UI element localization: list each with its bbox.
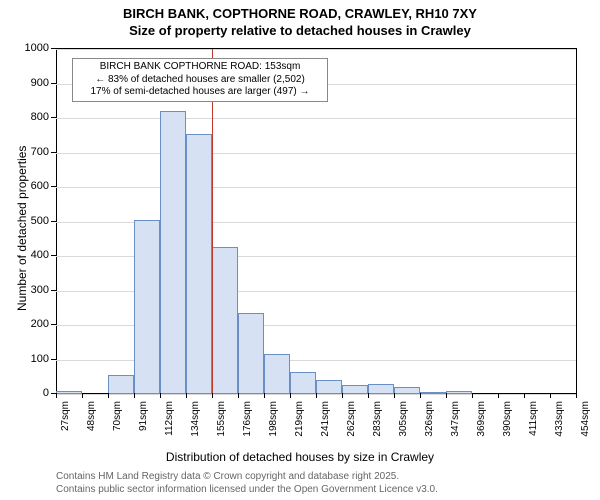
ytick-label: 600 bbox=[21, 180, 49, 192]
xtick-mark bbox=[316, 393, 317, 398]
xtick-mark bbox=[472, 393, 473, 398]
ytick-label: 300 bbox=[21, 284, 49, 296]
xtick-mark bbox=[342, 393, 343, 398]
xtick-label: 390sqm bbox=[502, 401, 513, 437]
ytick-mark bbox=[51, 152, 56, 153]
histogram-bar bbox=[368, 384, 394, 394]
xtick-mark bbox=[238, 393, 239, 398]
xtick-label: 219sqm bbox=[294, 401, 305, 437]
ytick-label: 1000 bbox=[21, 42, 49, 54]
histogram-bar bbox=[108, 375, 134, 394]
xtick-label: 27sqm bbox=[60, 401, 71, 431]
annotation-box: BIRCH BANK COPTHORNE ROAD: 153sqm← 83% o… bbox=[72, 58, 328, 102]
chart-title-line1: BIRCH BANK, COPTHORNE ROAD, CRAWLEY, RH1… bbox=[0, 6, 600, 21]
xtick-label: 347sqm bbox=[450, 401, 461, 437]
ytick-mark bbox=[51, 221, 56, 222]
xtick-label: 305sqm bbox=[398, 401, 409, 437]
xtick-mark bbox=[160, 393, 161, 398]
histogram-bar bbox=[212, 247, 238, 394]
ytick-mark bbox=[51, 290, 56, 291]
xtick-mark bbox=[576, 393, 577, 398]
xtick-label: 411sqm bbox=[528, 401, 539, 436]
histogram-bar bbox=[446, 391, 472, 394]
ytick-mark bbox=[51, 359, 56, 360]
xtick-mark bbox=[264, 393, 265, 398]
histogram-bar bbox=[238, 313, 264, 394]
histogram-bar bbox=[394, 387, 420, 394]
annotation-line: 17% of semi-detached houses are larger (… bbox=[77, 86, 323, 99]
xtick-label: 155sqm bbox=[216, 401, 227, 437]
annotation-line: BIRCH BANK COPTHORNE ROAD: 153sqm bbox=[77, 61, 323, 74]
histogram-bar bbox=[264, 354, 290, 394]
x-axis-label: Distribution of detached houses by size … bbox=[0, 450, 600, 464]
credits-line1: Contains HM Land Registry data © Crown c… bbox=[56, 471, 399, 482]
chart-title-line2: Size of property relative to detached ho… bbox=[0, 23, 600, 38]
xtick-mark bbox=[420, 393, 421, 398]
histogram-bar bbox=[342, 385, 368, 394]
xtick-mark bbox=[290, 393, 291, 398]
xtick-mark bbox=[368, 393, 369, 398]
ytick-label: 400 bbox=[21, 249, 49, 261]
histogram-bar bbox=[160, 111, 186, 394]
ytick-label: 100 bbox=[21, 353, 49, 365]
xtick-label: 283sqm bbox=[372, 401, 383, 437]
histogram-bar bbox=[56, 391, 82, 394]
credits-line2: Contains public sector information licen… bbox=[56, 484, 438, 495]
ytick-mark bbox=[51, 83, 56, 84]
ytick-label: 900 bbox=[21, 77, 49, 89]
xtick-mark bbox=[212, 393, 213, 398]
xtick-label: 326sqm bbox=[424, 401, 435, 437]
xtick-label: 198sqm bbox=[268, 401, 279, 437]
xtick-label: 176sqm bbox=[242, 401, 253, 437]
ytick-label: 200 bbox=[21, 318, 49, 330]
xtick-mark bbox=[186, 393, 187, 398]
xtick-label: 241sqm bbox=[320, 401, 331, 437]
xtick-label: 91sqm bbox=[138, 401, 149, 431]
ytick-label: 500 bbox=[21, 215, 49, 227]
gridline bbox=[56, 153, 576, 154]
gridline bbox=[56, 118, 576, 119]
xtick-label: 112sqm bbox=[164, 401, 175, 436]
ytick-mark bbox=[51, 255, 56, 256]
chart-container: BIRCH BANK, COPTHORNE ROAD, CRAWLEY, RH1… bbox=[0, 0, 600, 500]
histogram-bar bbox=[186, 134, 212, 394]
ytick-mark bbox=[51, 48, 56, 49]
xtick-label: 70sqm bbox=[112, 401, 123, 431]
title-block: BIRCH BANK, COPTHORNE ROAD, CRAWLEY, RH1… bbox=[0, 6, 600, 38]
xtick-mark bbox=[446, 393, 447, 398]
gridline bbox=[56, 187, 576, 188]
xtick-label: 48sqm bbox=[86, 401, 97, 431]
ytick-label: 700 bbox=[21, 146, 49, 158]
xtick-label: 369sqm bbox=[476, 401, 487, 437]
xtick-mark bbox=[550, 393, 551, 398]
xtick-mark bbox=[498, 393, 499, 398]
xtick-mark bbox=[108, 393, 109, 398]
xtick-label: 433sqm bbox=[554, 401, 565, 437]
ytick-label: 800 bbox=[21, 111, 49, 123]
ytick-mark bbox=[51, 117, 56, 118]
histogram-bar bbox=[316, 380, 342, 394]
xtick-mark bbox=[56, 393, 57, 398]
gridline bbox=[56, 49, 576, 50]
xtick-mark bbox=[524, 393, 525, 398]
xtick-mark bbox=[134, 393, 135, 398]
ytick-mark bbox=[51, 186, 56, 187]
xtick-label: 134sqm bbox=[190, 401, 201, 437]
histogram-bar bbox=[290, 372, 316, 394]
ytick-mark bbox=[51, 324, 56, 325]
xtick-label: 262sqm bbox=[346, 401, 357, 437]
histogram-bar bbox=[134, 220, 160, 394]
annotation-line: ← 83% of detached houses are smaller (2,… bbox=[77, 74, 323, 87]
histogram-bar bbox=[420, 392, 446, 394]
xtick-label: 454sqm bbox=[580, 401, 591, 437]
ytick-label: 0 bbox=[21, 387, 49, 399]
xtick-mark bbox=[394, 393, 395, 398]
xtick-mark bbox=[82, 393, 83, 398]
